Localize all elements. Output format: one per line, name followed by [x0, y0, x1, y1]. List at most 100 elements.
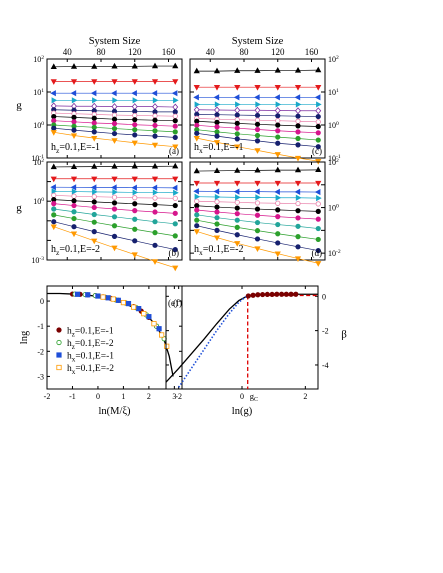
panel-label: (d) — [312, 248, 323, 258]
y-axis-title: g — [16, 202, 22, 214]
data-point — [171, 184, 178, 191]
data-point — [295, 215, 301, 221]
data-point — [275, 240, 281, 246]
data-point — [214, 227, 220, 233]
data-point — [269, 291, 275, 298]
data-point — [214, 119, 220, 125]
data-point — [111, 103, 118, 111]
y-tick-label: 101​ — [328, 88, 339, 97]
data-point — [245, 293, 251, 299]
data-point — [131, 90, 137, 97]
legend-marker — [56, 339, 62, 346]
data-point — [151, 184, 158, 191]
data-point — [131, 79, 138, 85]
panel-annotation: hz​=0.1,E=-2 — [51, 244, 100, 257]
x-tick-label: 120 — [271, 47, 285, 57]
data-point — [132, 201, 138, 207]
data-point — [51, 206, 57, 212]
data-point — [316, 195, 322, 202]
data-point — [234, 136, 240, 142]
data-point — [132, 238, 138, 244]
data-point — [295, 194, 302, 201]
data-point — [193, 67, 200, 74]
data-point — [172, 103, 179, 111]
data-point — [172, 144, 179, 151]
x-tick-label: 160 — [162, 47, 176, 57]
data-point — [234, 211, 240, 217]
y-tick-label: -2 — [322, 327, 329, 336]
data-point — [234, 112, 240, 118]
data-point — [70, 231, 78, 238]
data-point — [234, 144, 241, 151]
data-point — [90, 184, 97, 191]
data-point — [120, 299, 127, 306]
x-axis-title: System Size — [89, 36, 141, 47]
data-point — [51, 118, 57, 124]
x-tick-label: 40 — [63, 47, 73, 57]
data-point — [91, 199, 97, 205]
data-point — [172, 195, 178, 201]
data-point — [152, 219, 158, 225]
data-point — [315, 85, 322, 91]
data-point — [172, 233, 178, 239]
panel-annotation: hx​=0.1,E=-2 — [194, 244, 243, 257]
data-point — [275, 140, 281, 146]
x-tick-label: 1 — [121, 392, 125, 401]
legend-marker — [56, 352, 62, 358]
panel-annotation: hx​=0.1,E=-1 — [194, 142, 243, 155]
data-point — [111, 223, 118, 229]
data-point — [315, 166, 322, 173]
data-point — [315, 225, 321, 232]
x-tick-label: 80 — [97, 47, 107, 57]
data-point — [131, 140, 138, 147]
data-point — [315, 236, 321, 243]
data-point — [314, 188, 321, 196]
plot-frame — [46, 58, 183, 159]
data-point — [85, 292, 91, 298]
data-point — [233, 94, 240, 101]
data-point — [254, 148, 261, 154]
data-point — [172, 176, 179, 183]
data-point — [255, 101, 261, 108]
data-point — [295, 118, 301, 124]
x-tick-label: 80 — [240, 47, 250, 57]
data-point — [315, 123, 321, 130]
data-point — [193, 85, 200, 91]
data-point — [132, 97, 139, 104]
data-point — [274, 152, 281, 158]
data-point — [294, 66, 302, 73]
data-point — [172, 210, 178, 216]
data-point — [295, 142, 301, 148]
data-point — [275, 122, 281, 128]
data-point — [136, 306, 142, 312]
data-point — [294, 180, 302, 187]
data-point — [254, 112, 261, 119]
panel-label: (a) — [169, 146, 179, 156]
data-point — [316, 101, 322, 108]
data-point — [111, 125, 118, 132]
data-point — [194, 130, 200, 136]
data-point — [91, 219, 97, 225]
data-point — [295, 113, 301, 119]
data-point — [254, 106, 261, 114]
data-point — [111, 90, 117, 97]
data-point — [254, 212, 261, 218]
data-point — [295, 200, 301, 207]
y-tick-label: 0 — [40, 297, 44, 306]
data-point — [91, 194, 97, 200]
panel-b: 10-3​ 100​ 102​ g hz​=0.1,E=-2 (b) — [16, 158, 183, 272]
data-point — [91, 79, 98, 85]
data-point — [315, 216, 321, 222]
x-tick-label: 160 — [305, 47, 319, 57]
data-point — [164, 343, 170, 349]
data-point — [91, 120, 97, 126]
data-point — [295, 135, 301, 142]
data-point — [151, 162, 159, 169]
y-tick-label: 102​ — [33, 158, 44, 167]
data-point — [193, 94, 199, 101]
data-point — [132, 195, 138, 201]
data-point — [234, 131, 240, 137]
data-point — [90, 90, 97, 97]
data-point — [91, 163, 98, 169]
